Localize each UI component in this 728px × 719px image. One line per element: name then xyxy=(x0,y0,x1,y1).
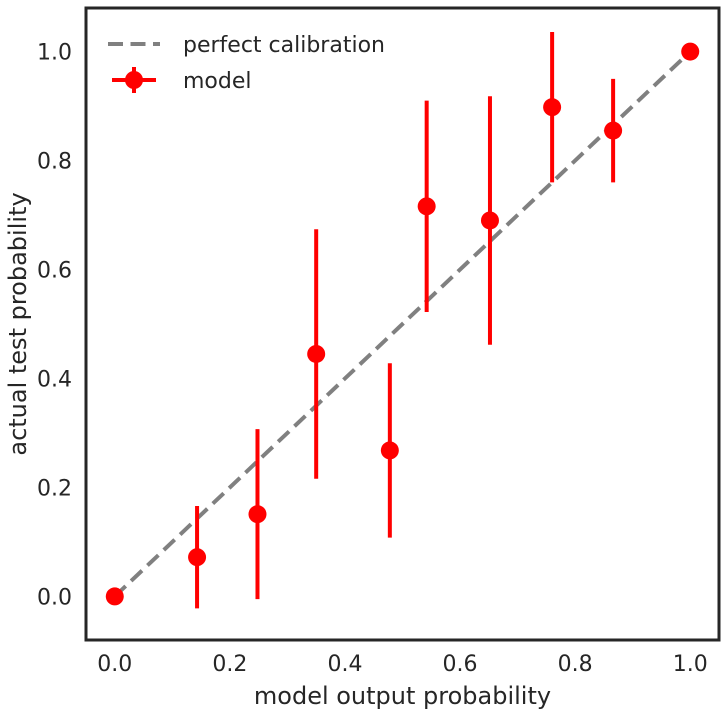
x-tick-label-1: 0.2 xyxy=(212,652,247,677)
x-tick-label-4: 0.8 xyxy=(558,652,593,677)
y-axis-label: actual test probability xyxy=(4,192,32,455)
model-point-0 xyxy=(105,587,124,606)
model-point-5 xyxy=(417,197,436,216)
model-point-4 xyxy=(380,441,399,460)
perfect-calibration-line xyxy=(113,50,692,598)
model-point-3 xyxy=(307,344,326,363)
plot-frame xyxy=(84,6,721,642)
y-tick-label-1: 0.2 xyxy=(37,476,72,501)
y-tick-label-4: 0.8 xyxy=(37,150,72,175)
x-tick-label-5: 1.0 xyxy=(673,652,708,677)
model-point-1 xyxy=(188,548,207,567)
y-ticks: 0.0 0.2 0.4 0.6 0.8 1.0 xyxy=(37,41,72,611)
legend-label-model: model xyxy=(183,69,252,94)
model-point-7 xyxy=(543,98,562,117)
x-tick-label-0: 0.0 xyxy=(97,652,132,677)
model-point-2 xyxy=(248,505,267,524)
reference-layer xyxy=(113,50,692,598)
legend: perfect calibration model xyxy=(108,33,385,94)
x-tick-label-3: 0.6 xyxy=(443,652,478,677)
legend-marker-model xyxy=(125,71,143,89)
y-tick-label-0: 0.0 xyxy=(37,585,72,610)
points-layer xyxy=(105,42,700,606)
model-point-9 xyxy=(681,42,700,61)
x-axis-label: model output probability xyxy=(254,682,551,710)
x-tick-label-2: 0.4 xyxy=(327,652,362,677)
y-tick-label-3: 0.6 xyxy=(37,259,72,284)
model-point-8 xyxy=(604,121,623,140)
legend-label-perfect-calibration: perfect calibration xyxy=(183,33,385,58)
y-tick-label-5: 1.0 xyxy=(37,41,72,66)
y-tick-label-2: 0.4 xyxy=(37,367,72,392)
x-ticks: 0.0 0.2 0.4 0.6 0.8 1.0 xyxy=(97,652,707,677)
model-point-6 xyxy=(480,211,499,230)
